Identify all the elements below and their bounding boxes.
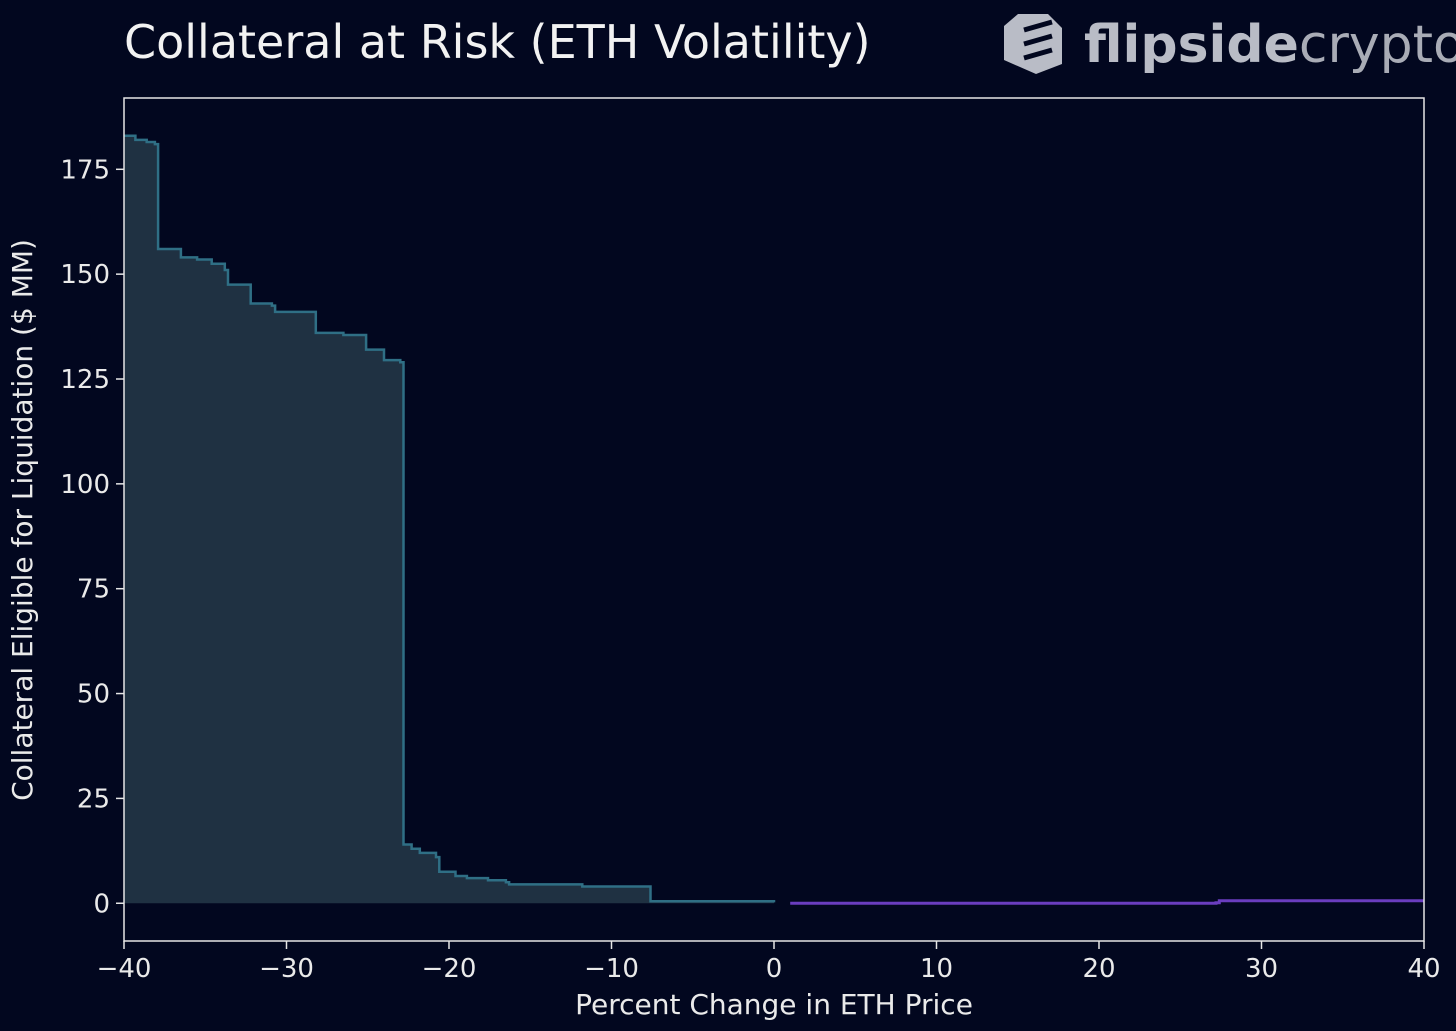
brand-light: crypto — [1299, 15, 1456, 75]
x-tick-label: 0 — [766, 954, 783, 984]
y-tick-label: 50 — [77, 680, 110, 710]
y-tick-label: 0 — [93, 889, 110, 919]
x-tick-label: 30 — [1245, 954, 1278, 984]
x-tick-label: −30 — [259, 954, 314, 984]
x-tick-label: 40 — [1407, 954, 1440, 984]
x-tick-label: 10 — [920, 954, 953, 984]
y-tick-label: 150 — [60, 260, 110, 290]
x-axis-label: Percent Change in ETH Price — [575, 988, 973, 1021]
y-tick-label: 100 — [60, 470, 110, 500]
y-axis-label: Collateral Eligible for Liquidation ($ M… — [6, 239, 39, 801]
y-axis: 0 25 50 75 100 125 150 175 — [60, 155, 124, 919]
y-tick-label: 125 — [60, 365, 110, 395]
y-tick-label: 75 — [77, 575, 110, 605]
series-negative-line — [124, 134, 776, 903]
y-tick-label: 175 — [60, 155, 110, 185]
x-tick-label: −40 — [97, 954, 152, 984]
flipside-logo: flipsidecrypto — [1004, 14, 1456, 75]
chart-title: Collateral at Risk (ETH Volatility) — [124, 15, 871, 69]
series-positive-line — [790, 899, 1424, 905]
plot-area — [123, 97, 1425, 942]
x-axis: −40 −30 −20 −10 0 10 20 30 40 — [97, 941, 1441, 984]
y-tick-label: 25 — [77, 784, 110, 814]
series-negative-area — [124, 135, 774, 904]
x-tick-label: 20 — [1082, 954, 1115, 984]
brand-bold: flipside — [1084, 15, 1299, 75]
flipside-logo-text: flipsidecrypto — [1084, 15, 1456, 75]
x-tick-label: −20 — [422, 954, 477, 984]
flipside-logo-icon — [1004, 14, 1062, 74]
x-tick-label: −10 — [584, 954, 639, 984]
series-layer — [124, 134, 1424, 905]
